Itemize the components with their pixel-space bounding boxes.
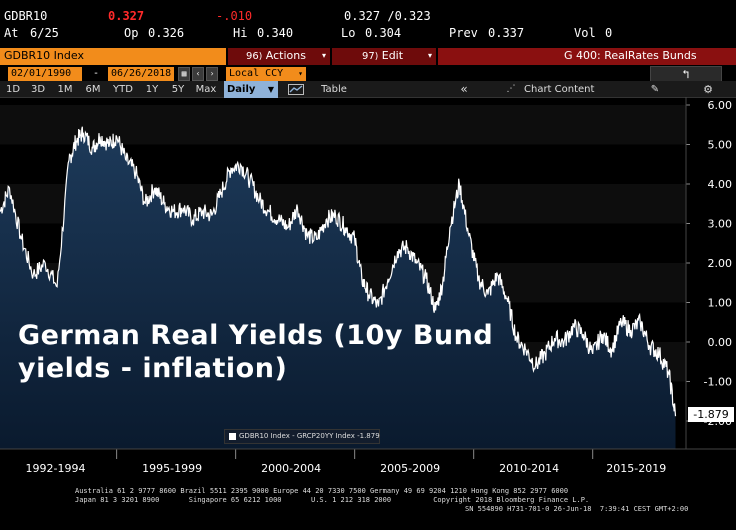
y-band — [0, 105, 686, 145]
y-tick-label: 2.00 — [708, 257, 733, 270]
start-date-input[interactable]: 02/01/1990 — [8, 67, 82, 81]
range-ytd-button[interactable]: YTD — [113, 84, 133, 95]
y-axis: 6.005.004.003.002.001.000.00-1.00-2.00 — [686, 99, 732, 428]
frequency-value: Daily — [227, 84, 256, 95]
range-1d-button[interactable]: 1D — [5, 84, 21, 95]
high-value: 0.340 — [257, 26, 294, 40]
x-tick-label: 2015-2019 — [606, 462, 667, 475]
collapse-left-icon[interactable]: « — [460, 82, 468, 96]
price-change: -.010 — [216, 9, 253, 23]
series-line — [0, 126, 677, 417]
low-label: Lo — [341, 26, 356, 40]
actions-label: Actions — [265, 49, 306, 62]
x-axis — [116, 449, 594, 459]
actions-menu[interactable]: 96) Actions ▾ — [228, 48, 330, 65]
x-tick-label: 1992-1994 — [25, 462, 86, 475]
at-label: At — [4, 26, 19, 40]
ticker-label: GDBR10 — [4, 9, 48, 23]
x-tick-label: 2000-2004 — [261, 462, 322, 475]
y-tick-label: 3.00 — [708, 218, 733, 231]
range-max-button[interactable]: Max — [195, 84, 217, 95]
security-name: GDBR10 Index — [4, 49, 84, 62]
date-bar: 02/01/1990 - 06/26/2018 ▦ ‹ › Local CCY … — [0, 66, 736, 82]
edit-chart-icon[interactable]: ✎ — [650, 84, 660, 95]
high-label: Hi — [233, 26, 248, 40]
dropdown-arrow-icon: ▼ — [267, 85, 274, 94]
series-area — [0, 126, 676, 449]
edit-menu[interactable]: 97) Edit ▾ — [332, 48, 436, 65]
range-1y-button[interactable]: 1Y — [145, 84, 159, 95]
volume-value: 0 — [605, 26, 613, 40]
security-field[interactable]: GDBR10 Index — [0, 48, 226, 65]
dropdown-arrow-icon: ▾ — [298, 69, 303, 78]
line-chart-icon[interactable] — [284, 81, 308, 98]
y-tick-label: 1.00 — [708, 297, 733, 310]
y-tick-label: -1.00 — [704, 376, 732, 389]
currency-select[interactable]: Local CCY ▾ — [226, 67, 306, 81]
last-price: 0.327 — [108, 9, 145, 23]
footer-line-1: Australia 61 2 9777 8600 Brazil 5511 239… — [75, 487, 569, 495]
dropdown-arrow-icon: ▾ — [321, 51, 326, 60]
date-separator: - — [92, 68, 100, 79]
last-value-tag: -1.879 — [688, 407, 734, 422]
calendar-icon[interactable]: ▦ — [178, 67, 190, 81]
annotation-line-2: yields - inflation) — [18, 353, 288, 384]
currency-value: Local CCY — [229, 68, 284, 79]
chart-legend: GDBR10 Index - GRCP20YY Index -1.879 — [224, 429, 380, 444]
edit-label: Edit — [381, 49, 404, 62]
next-period-icon[interactable]: › — [206, 67, 218, 81]
quote-header: GDBR10 0.327 -.010 0.327 /0.323 At 6/25 … — [4, 8, 734, 42]
dropdown-arrow-icon: ▾ — [427, 51, 432, 60]
y-tick-label: 4.00 — [708, 178, 733, 191]
line-chart-glyph — [288, 84, 304, 95]
open-value: 0.326 — [148, 26, 185, 40]
chart-toolbar: 1D 3D 1M 6M YTD 1Y 5Y Max Daily ▼ Table … — [0, 81, 736, 98]
page-title: G 400: RealRates Bunds — [564, 49, 697, 62]
range-6m-button[interactable]: 6M — [85, 84, 101, 95]
x-tick-label: 2005-2009 — [380, 462, 441, 475]
chart-plot: 6.005.004.003.002.001.000.00-1.00-2.00 — [0, 97, 736, 459]
y-tick-label: 0.00 — [708, 336, 733, 349]
page-title-bar: G 400: RealRates Bunds — [438, 48, 736, 65]
footer-line-2: Japan 81 3 3201 8900 Singapore 65 6212 1… — [75, 496, 590, 504]
edit-chevron-icon: ) — [374, 52, 379, 62]
legend-label: GDBR10 Index - GRCP20YY Index -1.879 — [239, 432, 380, 440]
back-arrow-icon[interactable]: ↰ — [650, 66, 722, 82]
settings-gear-icon[interactable]: ⚙ — [703, 83, 713, 96]
actions-chevron-icon: ) — [258, 52, 263, 62]
at-value: 6/25 — [30, 26, 59, 40]
x-tick-label: 2010-2014 — [499, 462, 560, 475]
frequency-select[interactable]: Daily ▼ — [224, 81, 278, 98]
x-tick-label: 1995-1999 — [142, 462, 203, 475]
footer-line-3: SN 554890 H731-701-0 26-Jun-18 7:39:41 C… — [465, 505, 689, 513]
chart-content-button[interactable]: Chart Content — [524, 84, 595, 95]
annotation-line-1: German Real Yields (10y Bund — [18, 320, 494, 351]
edit-number: 97 — [362, 51, 375, 62]
prev-label: Prev — [449, 26, 478, 40]
range-5y-button[interactable]: 5Y — [171, 84, 185, 95]
open-label: Op — [124, 26, 139, 40]
bid-ask: 0.327 /0.323 — [344, 9, 431, 23]
chart-content-icon: ⋰ — [506, 84, 516, 94]
prev-value: 0.337 — [488, 26, 525, 40]
chart-annotation: German Real Yields (10y Bund yields - in… — [18, 319, 493, 385]
y-tick-label: 6.00 — [708, 99, 733, 112]
end-date-input[interactable]: 06/26/2018 — [108, 67, 174, 81]
table-button[interactable]: Table — [321, 84, 347, 95]
y-tick-label: 5.00 — [708, 139, 733, 152]
actions-number: 96 — [246, 51, 259, 62]
legend-swatch — [229, 433, 236, 440]
prev-period-icon[interactable]: ‹ — [192, 67, 204, 81]
range-3d-button[interactable]: 3D — [30, 84, 46, 95]
volume-label: Vol — [574, 26, 596, 40]
range-1m-button[interactable]: 1M — [57, 84, 73, 95]
low-value: 0.304 — [365, 26, 402, 40]
